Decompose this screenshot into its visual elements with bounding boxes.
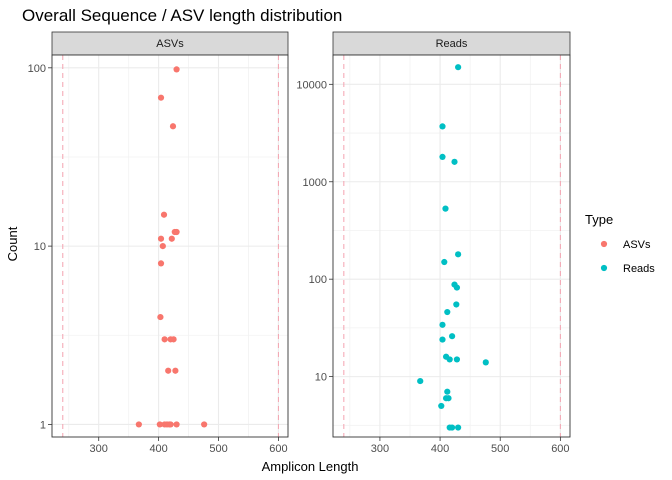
legend-items: ASVs Reads bbox=[600, 239, 655, 275]
y-tick-label: 10000 bbox=[296, 79, 327, 91]
data-point-reads bbox=[442, 205, 449, 212]
data-point-reads bbox=[482, 359, 489, 366]
data-point-asvs bbox=[157, 235, 165, 242]
panel-background bbox=[333, 55, 570, 437]
x-tick-label: 500 bbox=[209, 443, 227, 455]
legend-label: ASVs bbox=[623, 239, 651, 251]
chart-title: Overall Sequence / ASV length distributi… bbox=[22, 6, 342, 25]
x-tick-label: 400 bbox=[431, 443, 449, 455]
data-point-asvs bbox=[168, 235, 175, 242]
data-point-asvs bbox=[157, 313, 164, 321]
data-point-asvs bbox=[173, 421, 180, 428]
data-point-reads bbox=[446, 356, 453, 363]
y-tick-label: 1000 bbox=[303, 177, 327, 189]
data-point-reads bbox=[444, 308, 451, 316]
data-point-asvs bbox=[160, 211, 168, 218]
x-tick-label: 300 bbox=[90, 443, 108, 455]
data-point-asvs bbox=[156, 421, 163, 428]
data-point-reads bbox=[442, 395, 450, 402]
panel-reads: Reads 300 400 500 600 10 100 1000 10000 bbox=[296, 31, 571, 455]
data-point-asvs bbox=[159, 243, 166, 250]
legend-key bbox=[600, 264, 608, 272]
panel-border bbox=[332, 54, 571, 438]
data-point-reads bbox=[439, 123, 446, 130]
panel-asvs: ASVs 300 400 500 600 1 10 100 bbox=[28, 31, 289, 455]
data-point-reads bbox=[455, 251, 462, 258]
y-tick-label: 100 bbox=[309, 274, 327, 286]
data-point-reads bbox=[444, 388, 451, 395]
x-tick-label: 600 bbox=[269, 443, 287, 455]
y-tick-label: 100 bbox=[28, 63, 46, 75]
data-point-asvs bbox=[172, 367, 179, 374]
data-point-asvs bbox=[161, 336, 168, 343]
panel-border bbox=[51, 54, 289, 438]
data-point-reads bbox=[453, 284, 461, 291]
x-axis-title: Amplicon Length bbox=[262, 459, 359, 474]
data-point-reads bbox=[453, 301, 460, 308]
legend: Type ASVs Reads bbox=[585, 212, 655, 275]
data-point-reads bbox=[438, 402, 445, 410]
legend-title: Type bbox=[585, 212, 613, 227]
data-point-reads bbox=[439, 153, 446, 160]
data-point-asvs bbox=[157, 260, 165, 267]
data-point-asvs bbox=[201, 421, 208, 428]
data-point-asvs bbox=[157, 94, 165, 101]
y-tick-label: 1 bbox=[40, 419, 46, 431]
data-point-asvs bbox=[171, 228, 178, 236]
data-point-asvs bbox=[167, 421, 174, 428]
y-tick-label: 10 bbox=[315, 372, 327, 384]
data-point-reads bbox=[439, 321, 446, 328]
data-point-reads bbox=[441, 258, 448, 266]
data-point-asvs bbox=[170, 336, 177, 343]
data-point-reads bbox=[453, 356, 461, 363]
data-point-asvs bbox=[169, 123, 177, 130]
x-tick-label: 300 bbox=[371, 443, 389, 455]
data-point-reads bbox=[455, 64, 462, 71]
x-tick-label: 500 bbox=[491, 443, 509, 455]
data-point-asvs bbox=[165, 367, 172, 374]
data-point-reads bbox=[439, 336, 446, 343]
strip-label: ASVs bbox=[156, 38, 184, 50]
data-point-reads bbox=[451, 158, 458, 165]
data-point-asvs bbox=[135, 421, 142, 428]
y-axis-title: Count bbox=[5, 226, 20, 261]
strip-label: Reads bbox=[436, 38, 468, 50]
x-tick-label: 400 bbox=[149, 443, 167, 455]
data-point-reads bbox=[449, 424, 456, 431]
panels-layer: ASVs 300 400 500 600 1 10 100 Reads 300 400 500 600 1… bbox=[28, 31, 571, 455]
x-tick-label: 600 bbox=[551, 443, 569, 455]
data-point-asvs bbox=[173, 66, 180, 73]
y-tick-label: 10 bbox=[34, 241, 46, 253]
data-point-reads bbox=[449, 333, 456, 340]
legend-key bbox=[600, 240, 608, 248]
data-point-reads bbox=[417, 377, 424, 385]
legend-label: Reads bbox=[623, 263, 655, 275]
data-point-reads bbox=[455, 424, 462, 431]
